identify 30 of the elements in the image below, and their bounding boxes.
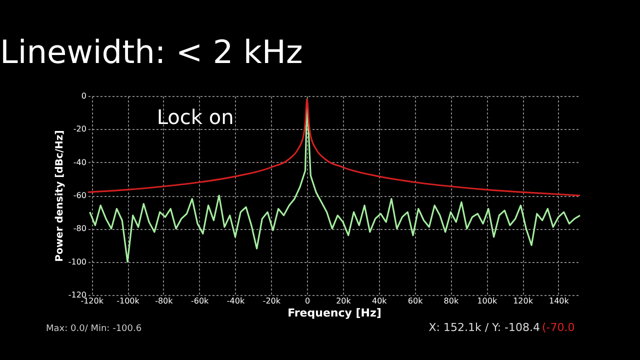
text: Max: 0.0/ Min: -100.6 [46, 324, 142, 334]
x-tick-label: 120k [513, 296, 534, 306]
y-tick-label: -60 [73, 191, 86, 200]
chart-title: Linewidth: < 2 kHz [0, 33, 303, 71]
y-tick-label: 0 [81, 92, 86, 100]
x-tick-label: 60k [408, 296, 424, 306]
x-tick-label: -60k [190, 296, 210, 306]
line-series [87, 98, 581, 196]
x-tick-label: 80k [444, 296, 459, 306]
text: (-70.0 [542, 321, 575, 334]
x-tick-label: -100k [116, 296, 140, 306]
y-tick-label: -80 [73, 224, 86, 234]
x-tick-label: 20k [336, 296, 352, 306]
x-tick-label: -120k [80, 296, 104, 306]
y-tick-label: -40 [73, 158, 86, 167]
x-tick-label: 40k [372, 296, 388, 306]
line-series [88, 98, 581, 263]
y-tick-label: -20 [73, 124, 86, 134]
y-tick-label: -100 [68, 257, 86, 266]
annotation: Lock on [156, 105, 234, 129]
x-tick-label: -20k [262, 296, 281, 306]
x-tick-label: 100k [477, 296, 498, 306]
x-tick-label: -80k [155, 296, 174, 306]
y-axis-title: Power density [dBc/Hz] [54, 130, 66, 262]
x-axis-title: Frequency [Hz] [288, 306, 382, 320]
y-tick-label: -120 [68, 290, 86, 300]
x-tick-label: 140k [549, 296, 570, 306]
x-tick-label: 0 [305, 296, 310, 306]
text: X: 152.1k / Y: -108.4 [428, 321, 540, 334]
x-tick-label: -40k [226, 296, 245, 306]
